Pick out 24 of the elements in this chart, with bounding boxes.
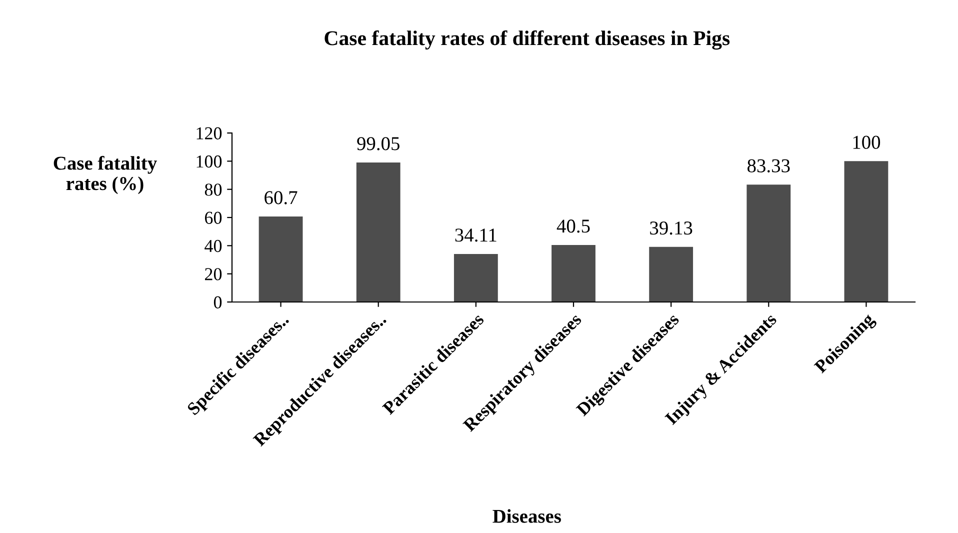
y-tick-label: 20 — [205, 268, 222, 280]
y-tick-label: 80 — [204, 184, 222, 196]
data-label: 100 — [853, 136, 880, 149]
data-label: 40.5 — [556, 220, 590, 233]
bar — [258, 216, 303, 302]
y-tick-label: 0 — [214, 296, 222, 308]
y-tick-label: 60 — [205, 212, 222, 224]
bar — [552, 244, 596, 302]
bar — [746, 184, 791, 302]
data-label: 39.13 — [650, 222, 692, 235]
bar — [844, 161, 888, 302]
x-axis-title: Diseases — [492, 509, 561, 523]
bar — [454, 254, 498, 302]
y-tick-label: 120 — [196, 127, 222, 140]
y-axis-title: Case fatality rates (%) — [54, 156, 157, 194]
y-tick-label: 40 — [204, 240, 222, 252]
bar — [356, 162, 400, 302]
data-label: 83.33 — [748, 159, 790, 172]
y-tick-label: 100 — [196, 155, 222, 168]
data-label: 99.05 — [357, 137, 400, 150]
data-label: 60.7 — [264, 191, 298, 204]
data-label: 34.11 — [455, 228, 496, 242]
chart-title: Case fatality rates of different diseases in Pigs — [324, 30, 730, 50]
bar — [649, 246, 694, 302]
